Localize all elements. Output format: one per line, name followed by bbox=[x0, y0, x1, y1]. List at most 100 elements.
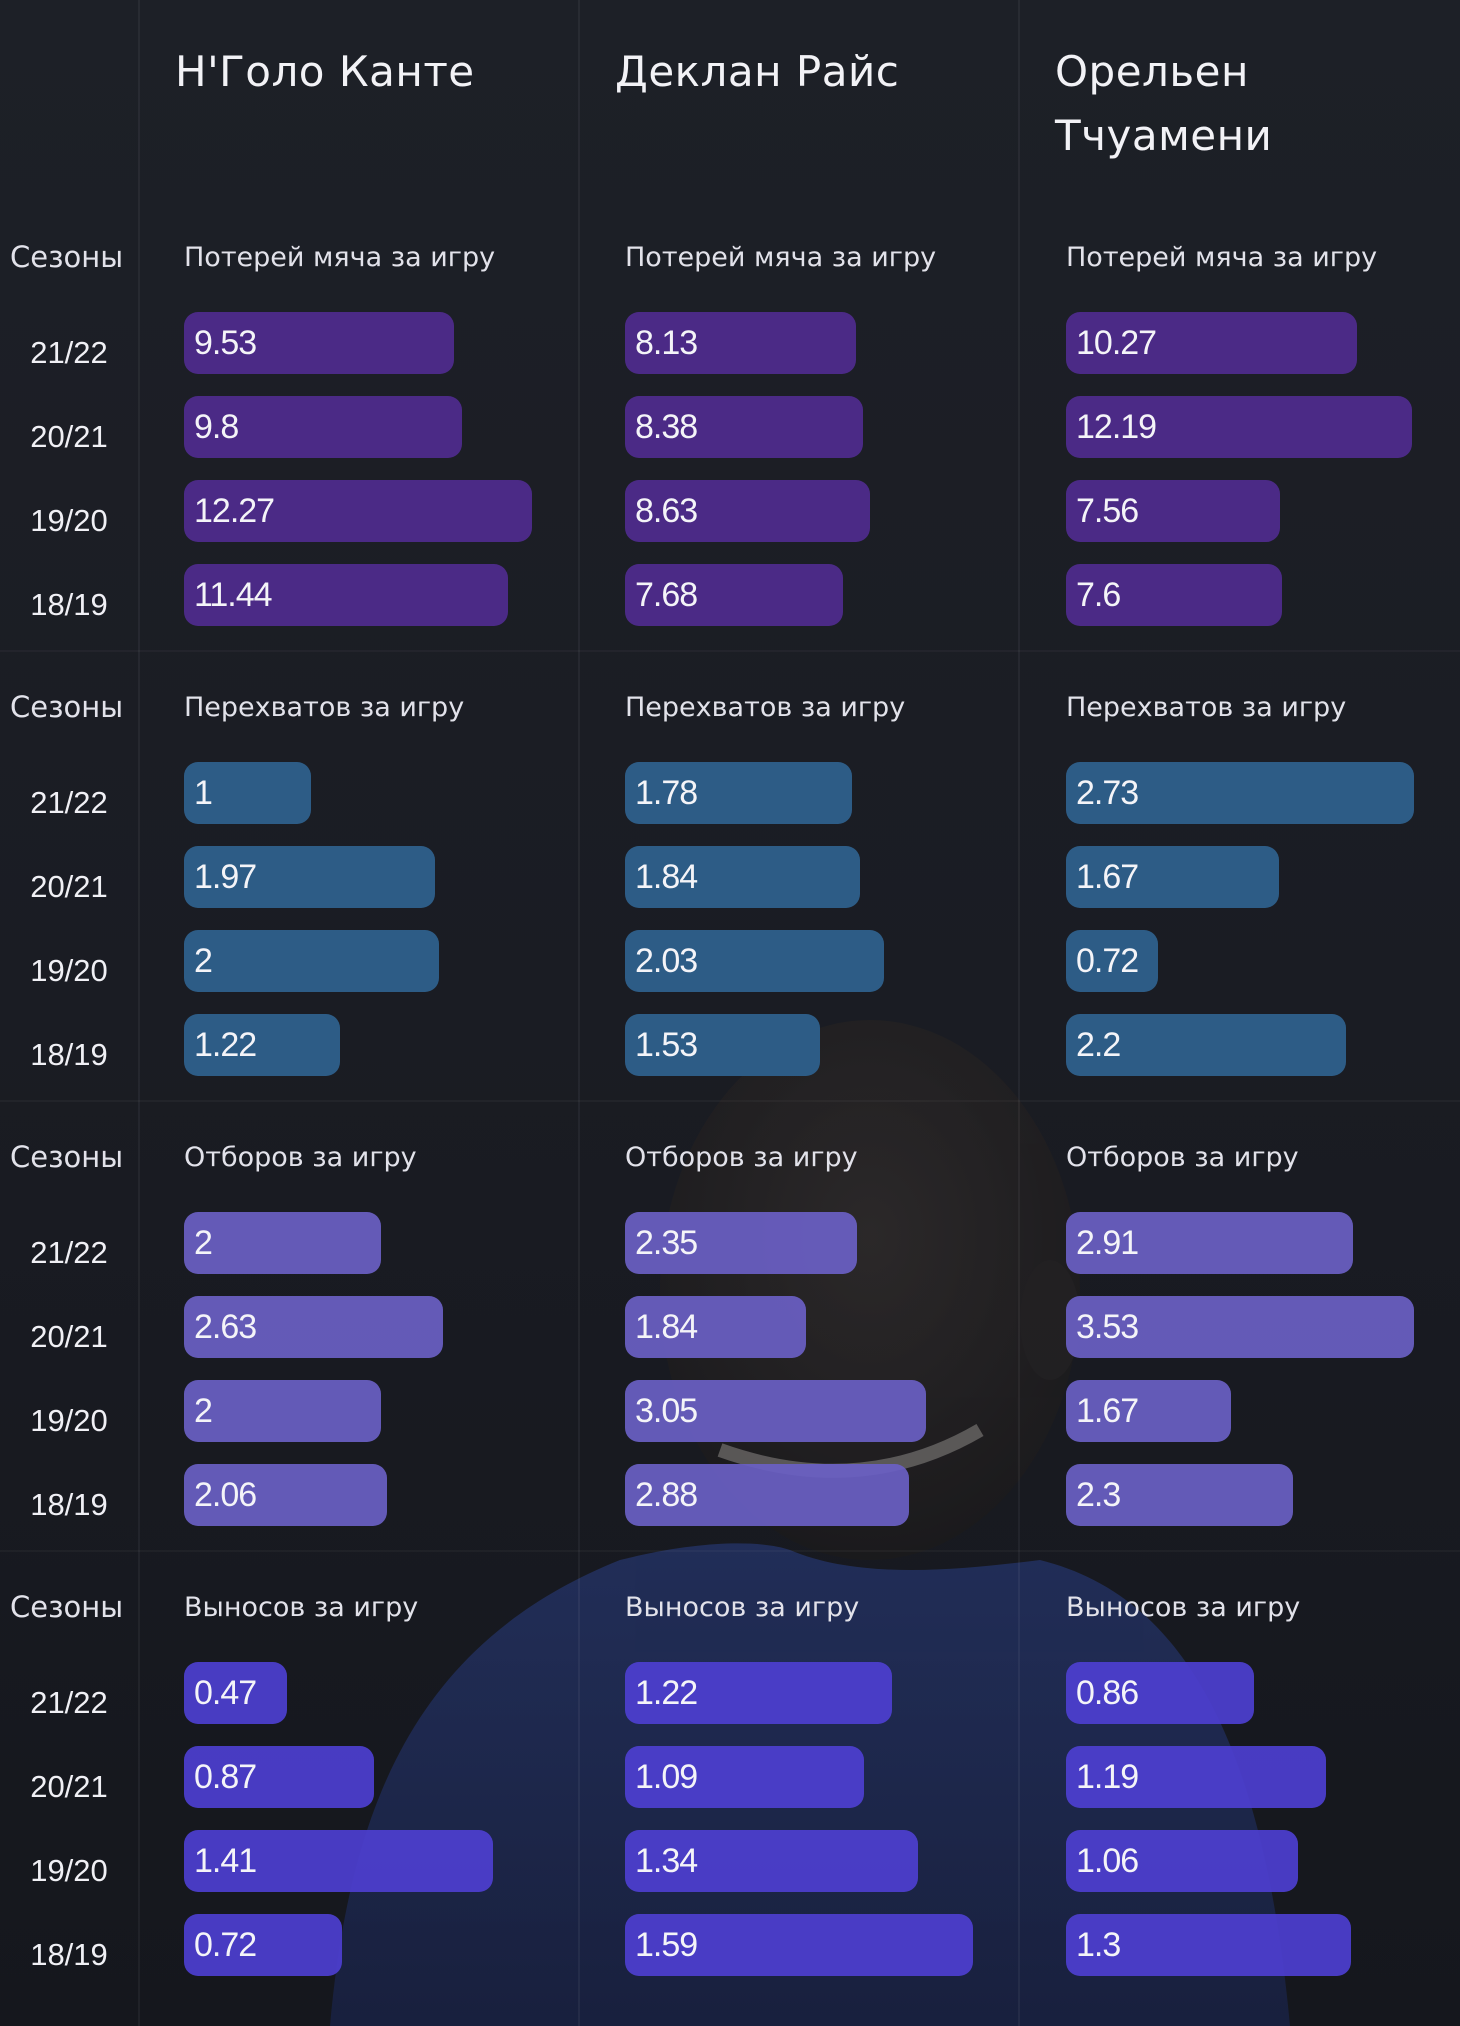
bar-value-label: 1.84 bbox=[635, 858, 698, 896]
bar bbox=[625, 846, 860, 908]
metric-label: Отборов за игру bbox=[625, 1142, 858, 1173]
bar-value-label: 2.88 bbox=[635, 1476, 698, 1514]
bar bbox=[1066, 396, 1412, 458]
season-label: 19/20 bbox=[30, 1853, 108, 1888]
bar-value-label: 1.19 bbox=[1076, 1758, 1139, 1796]
season-label: 20/21 bbox=[30, 869, 108, 904]
bar bbox=[184, 1830, 493, 1892]
metric-label: Отборов за игру bbox=[1066, 1142, 1299, 1173]
bar bbox=[184, 396, 462, 458]
bar bbox=[1066, 762, 1414, 824]
bar bbox=[625, 1380, 926, 1442]
season-label: 20/21 bbox=[30, 1319, 108, 1354]
bar-value-label: 7.56 bbox=[1076, 492, 1139, 530]
bar-value-label: 2.3 bbox=[1076, 1476, 1121, 1514]
bar-value-label: 2.2 bbox=[1076, 1026, 1121, 1064]
bar bbox=[1066, 930, 1158, 992]
bar-value-label: 12.19 bbox=[1076, 408, 1157, 446]
season-label: 21/22 bbox=[30, 335, 108, 370]
section-divider bbox=[0, 1550, 1460, 1552]
bar-value-label: 1.97 bbox=[194, 858, 257, 896]
bar bbox=[184, 1212, 381, 1274]
metric-label: Перехватов за игру bbox=[625, 692, 906, 723]
metric-label: Потерей мяча за игру bbox=[1066, 242, 1378, 273]
season-label: 20/21 bbox=[30, 419, 108, 454]
season-label: 18/19 bbox=[30, 1037, 108, 1072]
bar-value-label: 1.67 bbox=[1076, 858, 1139, 896]
season-label: 19/20 bbox=[30, 503, 108, 538]
bar bbox=[625, 480, 870, 542]
bar-value-label: 0.72 bbox=[1076, 942, 1139, 980]
bar-value-label: 1 bbox=[194, 774, 213, 812]
player-name-rice: Деклан Райс bbox=[615, 47, 900, 96]
bar bbox=[1066, 1380, 1231, 1442]
bar bbox=[1066, 1662, 1254, 1724]
bar bbox=[184, 930, 439, 992]
bar bbox=[625, 1464, 909, 1526]
bar bbox=[625, 1014, 820, 1076]
bar-value-label: 1.22 bbox=[635, 1674, 698, 1712]
column-divider bbox=[138, 0, 140, 2026]
section-divider bbox=[0, 650, 1460, 652]
metric-label: Выносов за игру bbox=[1066, 1592, 1301, 1623]
seasons-header: Сезоны bbox=[10, 690, 124, 724]
bar bbox=[1066, 1746, 1326, 1808]
bar bbox=[1066, 846, 1279, 908]
bar bbox=[184, 1914, 342, 1976]
bar-value-label: 1.3 bbox=[1076, 1926, 1121, 1964]
metric-label: Потерей мяча за игру bbox=[184, 242, 496, 273]
bar-value-label: 9.53 bbox=[194, 324, 257, 362]
metric-label: Перехватов за игру bbox=[1066, 692, 1347, 723]
metric-label: Отборов за игру bbox=[184, 1142, 417, 1173]
bar bbox=[184, 1296, 443, 1358]
bar-value-label: 1.22 bbox=[194, 1026, 257, 1064]
bar bbox=[1066, 1296, 1414, 1358]
bar-value-label: 1.41 bbox=[194, 1842, 257, 1880]
bar bbox=[184, 1746, 374, 1808]
season-label: 18/19 bbox=[30, 1937, 108, 1972]
bar-value-label: 3.05 bbox=[635, 1392, 698, 1430]
bar bbox=[184, 564, 508, 626]
season-label: 21/22 bbox=[30, 1685, 108, 1720]
column-divider bbox=[1018, 0, 1020, 2026]
bar bbox=[184, 312, 454, 374]
bar bbox=[1066, 312, 1357, 374]
bar-value-label: 7.6 bbox=[1076, 576, 1121, 614]
season-label: 20/21 bbox=[30, 1769, 108, 1804]
bar bbox=[625, 1296, 806, 1358]
bar-value-label: 2.06 bbox=[194, 1476, 257, 1514]
bar-value-label: 8.63 bbox=[635, 492, 698, 530]
bar-value-label: 2.35 bbox=[635, 1224, 698, 1262]
seasons-header: Сезоны bbox=[10, 240, 124, 274]
bar-value-label: 12.27 bbox=[194, 492, 275, 530]
bar-value-label: 0.86 bbox=[1076, 1674, 1139, 1712]
bar-value-label: 9.8 bbox=[194, 408, 239, 446]
bar bbox=[1066, 1212, 1353, 1274]
seasons-header: Сезоны bbox=[10, 1590, 124, 1624]
metric-label: Потерей мяча за игру bbox=[625, 242, 937, 273]
player-name-tchouameni: Орельен Тчуамени bbox=[1055, 47, 1273, 160]
bar-value-label: 2.91 bbox=[1076, 1224, 1139, 1262]
bar-value-label: 2 bbox=[194, 1392, 213, 1430]
bar bbox=[1066, 480, 1280, 542]
section-divider bbox=[0, 1100, 1460, 1102]
bar bbox=[184, 1662, 287, 1724]
bar-value-label: 1.67 bbox=[1076, 1392, 1139, 1430]
bar bbox=[184, 762, 311, 824]
season-label: 19/20 bbox=[30, 1403, 108, 1438]
player-name-kante: Н'Голо Канте bbox=[175, 47, 475, 96]
season-label: 21/22 bbox=[30, 1235, 108, 1270]
bar-value-label: 0.72 bbox=[194, 1926, 257, 1964]
metric-label: Перехватов за игру bbox=[184, 692, 465, 723]
seasons-header: Сезоны bbox=[10, 1140, 124, 1174]
bar-value-label: 11.44 bbox=[194, 576, 273, 614]
bar bbox=[625, 1830, 918, 1892]
bar-value-label: 7.68 bbox=[635, 576, 698, 614]
bar bbox=[184, 1014, 340, 1076]
metric-label: Выносов за игру bbox=[184, 1592, 419, 1623]
bar bbox=[625, 564, 843, 626]
bar-value-label: 1.53 bbox=[635, 1026, 698, 1064]
bar bbox=[184, 846, 435, 908]
bar-value-label: 2.03 bbox=[635, 942, 698, 980]
